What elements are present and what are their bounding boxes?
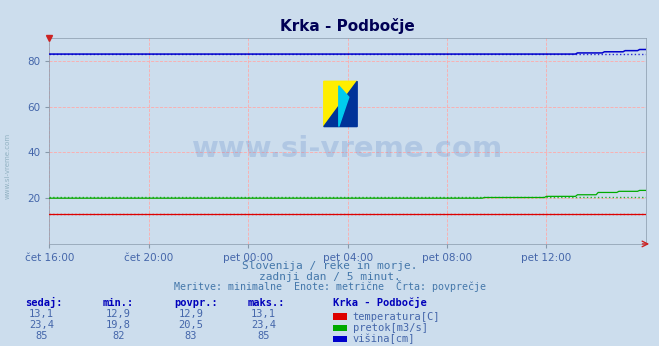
Text: 85: 85 <box>36 331 47 342</box>
Text: 85: 85 <box>258 331 270 342</box>
Text: maks.:: maks.: <box>247 298 285 308</box>
Text: 19,8: 19,8 <box>106 320 131 330</box>
Text: min.:: min.: <box>102 298 133 308</box>
Text: pretok[m3/s]: pretok[m3/s] <box>353 323 428 333</box>
Text: povpr.:: povpr.: <box>175 298 218 308</box>
Text: 82: 82 <box>113 331 125 342</box>
Text: temperatura[C]: temperatura[C] <box>353 312 440 321</box>
Polygon shape <box>324 81 357 127</box>
Text: 23,4: 23,4 <box>29 320 54 330</box>
Text: www.si-vreme.com: www.si-vreme.com <box>192 135 503 163</box>
Text: 20,5: 20,5 <box>179 320 204 330</box>
Text: 13,1: 13,1 <box>251 309 276 319</box>
Text: 83: 83 <box>185 331 197 342</box>
Text: Krka - Podbočje: Krka - Podbočje <box>333 297 426 308</box>
Text: 12,9: 12,9 <box>179 309 204 319</box>
Text: višina[cm]: višina[cm] <box>353 334 415 344</box>
Polygon shape <box>324 81 357 127</box>
Text: sedaj:: sedaj: <box>25 297 63 308</box>
Polygon shape <box>339 86 349 127</box>
Text: 12,9: 12,9 <box>106 309 131 319</box>
Text: www.si-vreme.com: www.si-vreme.com <box>5 133 11 199</box>
Text: Slovenija / reke in morje.: Slovenija / reke in morje. <box>242 261 417 271</box>
Text: 23,4: 23,4 <box>251 320 276 330</box>
Title: Krka - Podbočje: Krka - Podbočje <box>280 18 415 34</box>
Text: Meritve: minimalne  Enote: metrične  Črta: povprečje: Meritve: minimalne Enote: metrične Črta:… <box>173 280 486 292</box>
Text: 13,1: 13,1 <box>29 309 54 319</box>
Text: zadnji dan / 5 minut.: zadnji dan / 5 minut. <box>258 272 401 282</box>
